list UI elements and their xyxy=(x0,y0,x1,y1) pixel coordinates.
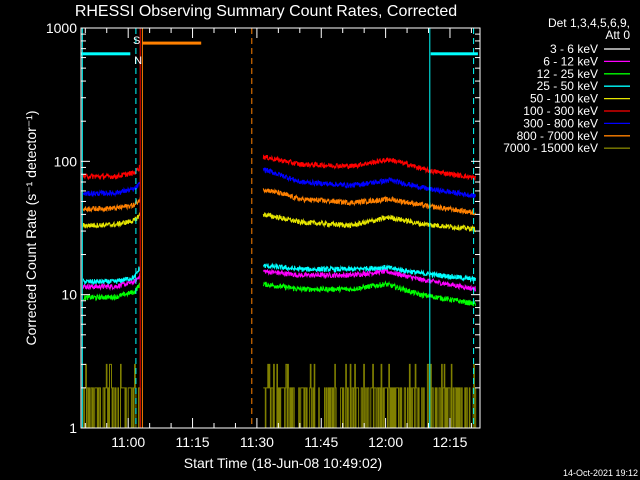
series-100-300-kev-segment-2 xyxy=(262,154,476,181)
series-6-12-kev-segment-1 xyxy=(82,273,141,291)
x-tick-label-12-15: 12:15 xyxy=(432,434,467,450)
series-50-100-kev-segment-1 xyxy=(82,211,141,230)
flag-label-s: S xyxy=(133,35,140,47)
data-layer xyxy=(82,154,477,429)
chart-title: RHESSI Observing Summary Count Rates, Co… xyxy=(75,3,457,20)
series-7000-15000-kev-segment-2 xyxy=(263,363,477,429)
marker-layer: SN xyxy=(81,28,478,428)
series-25-50-kev-segment-1 xyxy=(82,265,141,286)
series-25-50-kev-segment-2 xyxy=(262,262,476,283)
legend-label-7000-15000-kev: 7000 - 15000 keV xyxy=(503,141,598,155)
y-axis-label: Corrected Count Rate (s⁻¹ detector⁻¹) xyxy=(23,111,39,346)
series-300-800-kev-segment-2 xyxy=(262,167,476,199)
legend-label-100-300-kev: 100 - 300 keV xyxy=(523,104,598,118)
legend-label-300-800-kev: 300 - 800 keV xyxy=(523,116,598,130)
flag-bar-2 xyxy=(81,52,131,56)
series-6-12-kev-segment-2 xyxy=(262,267,476,292)
series-7000-15000-kev-segment-1 xyxy=(83,363,141,429)
x-axis-label: Start Time (18-Jun-08 10:49:02) xyxy=(184,455,382,471)
plot-timestamp: 14-Oct-2021 19:12 xyxy=(563,468,638,478)
legend-attenuator: Att 0 xyxy=(605,28,630,42)
x-tick-label-11-00: 11:00 xyxy=(111,434,145,450)
series-50-100-kev-segment-2 xyxy=(262,212,476,233)
legend-label-12-25-kev: 12 - 25 keV xyxy=(537,67,598,81)
legend-label-50-100-kev: 50 - 100 keV xyxy=(530,92,598,106)
series-3-6-kev-segment-1 xyxy=(82,310,141,335)
plot-frame xyxy=(80,27,481,429)
legend-detectors: Det 1,3,4,5,6,9, xyxy=(548,16,630,30)
x-tick-label-11-15: 11:15 xyxy=(176,434,210,450)
axes-layer: 1 10 100 1000 11:00 11:15 11:30 11:45 12:00 12:15 xyxy=(46,20,480,450)
series-300-800-kev-segment-1 xyxy=(82,181,141,198)
legend-label-3-6-kev: 3 - 6 keV xyxy=(550,42,598,56)
y-tick-label-1000: 1000 xyxy=(46,20,77,36)
flag-bar-1 xyxy=(142,41,202,45)
x-tick-label-11-30: 11:30 xyxy=(240,434,274,450)
series-3-6-kev-segment-2 xyxy=(263,307,476,336)
flag-label-n: N xyxy=(134,55,142,67)
x-tick-label-11-45: 11:45 xyxy=(304,434,338,450)
y-tick-label-100: 100 xyxy=(54,153,78,169)
legend-label-6-12-kev: 6 - 12 keV xyxy=(543,54,598,68)
y-tick-label-1: 1 xyxy=(69,420,77,436)
flag-bar-3 xyxy=(430,52,478,56)
legend-label-800-7000-kev: 800 - 7000 keV xyxy=(517,129,598,143)
series-100-300-kev-segment-1 xyxy=(82,164,141,181)
y-tick-label-10: 10 xyxy=(61,287,77,303)
series-800-7000-kev-segment-1 xyxy=(82,197,141,213)
series-12-25-kev-segment-2 xyxy=(262,280,476,307)
legend-label-25-50-kev: 25 - 50 keV xyxy=(537,79,598,93)
series-12-25-kev-segment-1 xyxy=(82,282,141,302)
x-tick-label-12-00: 12:00 xyxy=(368,434,403,450)
series-800-7000-kev-segment-2 xyxy=(262,188,476,216)
